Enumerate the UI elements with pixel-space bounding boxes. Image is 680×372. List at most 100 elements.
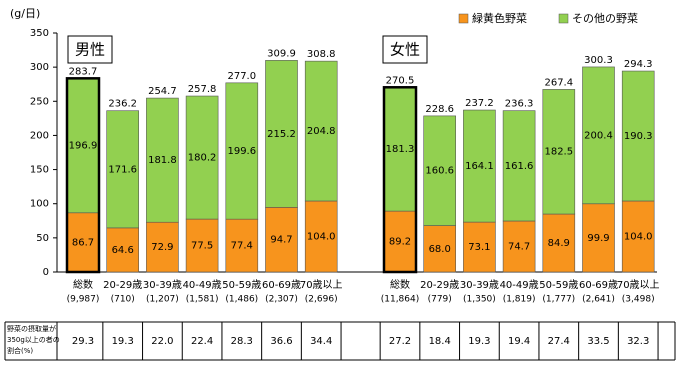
total-label: 236.2	[108, 99, 137, 110]
table-cell: 29.3	[72, 336, 94, 347]
table-cell: 32.3	[627, 336, 649, 347]
bar-value-label: 86.7	[72, 237, 94, 248]
y-tick-label: 50	[36, 233, 49, 244]
bar-segment	[225, 82, 259, 220]
bar-value-label: 171.6	[108, 164, 137, 175]
bar-segment	[423, 225, 457, 273]
x-tick-label: 20-29歳	[103, 279, 142, 291]
bar-segment	[463, 109, 496, 223]
bar-value-label: 104.0	[624, 231, 653, 242]
total-label: 267.4	[544, 77, 573, 88]
total-label: 283.7	[69, 66, 98, 77]
x-tick-label: 30-39歳	[143, 279, 182, 291]
x-count-label: (9,987)	[67, 295, 100, 305]
total-label: 294.3	[624, 59, 653, 70]
table-cell: 19.4	[508, 336, 530, 347]
table-row-label: 350g以上の者の	[7, 335, 60, 344]
bar-value-label: 199.6	[227, 146, 256, 157]
panel-box	[382, 35, 428, 64]
bar-value-label: 64.6	[112, 245, 134, 256]
y-tick-label: 100	[30, 199, 49, 210]
bar-segment	[106, 227, 139, 273]
table-row-label: 割合(%)	[7, 346, 33, 355]
bar-segment	[542, 213, 576, 273]
y-tick-label: 250	[30, 96, 49, 107]
table-cell: 27.2	[389, 336, 411, 347]
x-tick-label: 30-39歳	[460, 279, 499, 291]
bar-segment	[502, 220, 536, 273]
bar-value-label: 200.4	[584, 130, 613, 141]
bar-value-label: 181.8	[148, 155, 177, 166]
legend-label: 緑黄色野菜	[472, 11, 527, 25]
bar-value-label: 204.8	[307, 126, 336, 137]
total-label: 308.8	[307, 49, 336, 60]
x-count-label: (1,350)	[463, 295, 496, 305]
x-tick-label: 70歳以上	[617, 279, 660, 291]
table-cell: 19.3	[112, 336, 134, 347]
table-row-label: 野菜の摂取量が	[7, 324, 56, 333]
x-tick-label: 総数	[73, 278, 93, 291]
bar-value-label: 164.1	[465, 161, 494, 172]
bar-segment	[621, 70, 655, 202]
bar-value-label: 104.0	[307, 231, 336, 242]
bar-segment	[265, 60, 298, 208]
bar-segment	[542, 89, 576, 215]
x-count-label: (2,696)	[305, 295, 338, 305]
bar-segment	[304, 200, 338, 273]
x-count-label: (1,777)	[542, 295, 575, 305]
y-tick-label: 150	[30, 165, 49, 176]
bar-segment	[185, 95, 219, 220]
bar-segment	[146, 221, 179, 273]
x-count-label: (3,498)	[622, 295, 655, 305]
x-tick-label: 60-69歳	[579, 279, 618, 291]
bar-value-label: 190.3	[624, 131, 653, 142]
x-count-label: (1,207)	[146, 295, 179, 305]
x-count-label: (779)	[428, 295, 452, 305]
total-label: 300.3	[584, 55, 613, 66]
total-label: 270.5	[386, 75, 415, 86]
table-cell: 19.3	[468, 336, 490, 347]
bar-value-label: 74.7	[508, 241, 530, 252]
total-label: 277.0	[227, 71, 256, 82]
bar-value-label: 99.9	[587, 233, 609, 244]
bar-segment	[582, 66, 615, 205]
bar-value-label: 89.2	[389, 237, 411, 248]
bar-value-label: 68.0	[429, 244, 451, 255]
panel-box	[67, 35, 113, 64]
x-count-label: (2,641)	[582, 295, 615, 305]
bar-segment	[106, 110, 139, 229]
x-tick-label: 総数	[390, 278, 410, 291]
table-cell: 28.3	[231, 336, 253, 347]
bar-segment	[185, 218, 219, 273]
total-label: 236.3	[505, 99, 534, 110]
total-label: 237.2	[465, 98, 494, 109]
table-cell: 33.5	[587, 336, 609, 347]
bar-value-label: 84.9	[548, 238, 570, 249]
bar-value-label: 180.2	[188, 153, 217, 164]
bar-segment	[146, 97, 179, 223]
x-count-label: (2,307)	[265, 295, 298, 305]
bar-value-label: 72.9	[151, 242, 173, 253]
bar-value-label: 77.5	[191, 241, 213, 252]
bar-outline	[382, 86, 418, 274]
y-tick-label: 350	[30, 28, 49, 39]
bar-value-label: 160.6	[425, 166, 454, 177]
x-tick-label: 70歳以上	[300, 279, 343, 291]
total-label: 309.9	[267, 48, 296, 59]
x-tick-label: 40-49歳	[500, 279, 539, 291]
x-count-label: (1,819)	[503, 295, 536, 305]
table-cell: 36.6	[270, 336, 292, 347]
x-tick-label: 40-49歳	[183, 279, 222, 291]
legend-swatch	[558, 13, 569, 24]
bar-value-label: 161.6	[505, 161, 534, 172]
legend-swatch	[458, 13, 469, 24]
x-tick-label: 50-59歳	[222, 279, 261, 291]
x-count-label: (1,486)	[225, 295, 258, 305]
table-cell: 22.0	[151, 336, 173, 347]
bar-value-label: 182.5	[544, 147, 573, 158]
bar-value-label: 77.4	[231, 241, 253, 252]
table-cell: 34.4	[310, 336, 332, 347]
bar-segment	[383, 86, 417, 212]
y-tick-label: 300	[30, 62, 49, 73]
